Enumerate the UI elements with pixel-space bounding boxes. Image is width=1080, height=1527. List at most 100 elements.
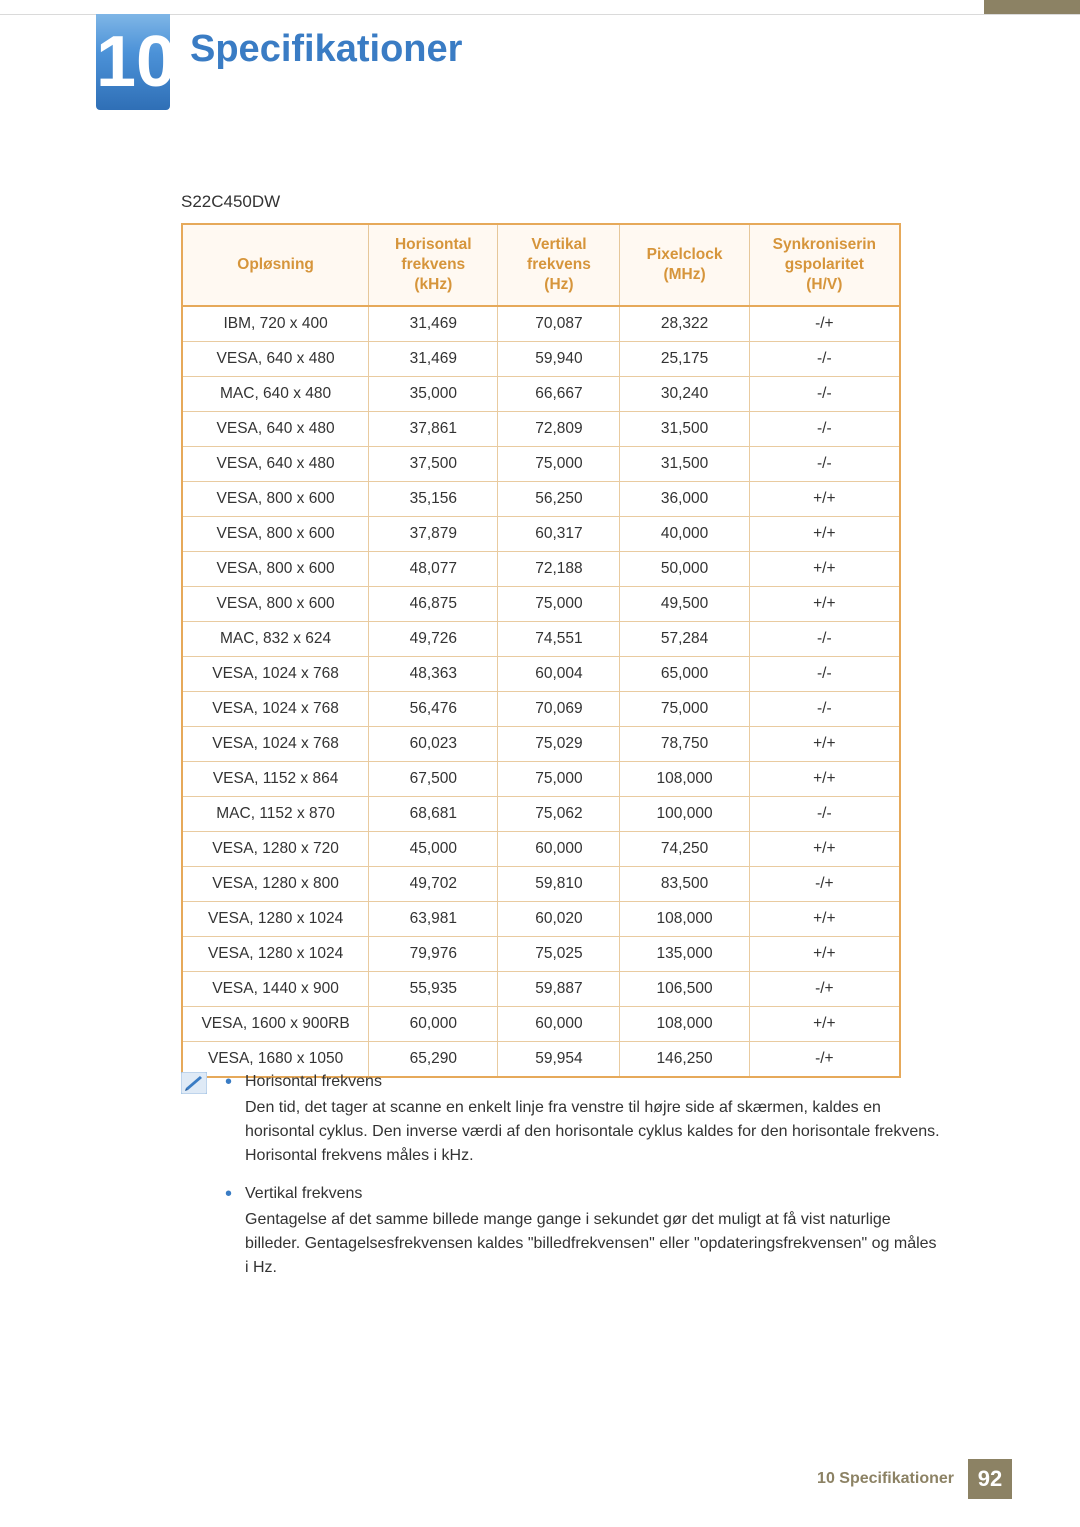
table-row: VESA, 800 x 60046,87575,00049,500+/+: [182, 587, 900, 622]
table-cell: 59,887: [498, 972, 620, 1007]
table-cell: VESA, 1280 x 800: [182, 867, 369, 902]
table-cell: 37,861: [369, 412, 498, 447]
table-cell: 59,810: [498, 867, 620, 902]
table-cell: 74,551: [498, 622, 620, 657]
table-cell: -/-: [749, 377, 900, 412]
table-cell: 68,681: [369, 797, 498, 832]
table-cell: VESA, 1280 x 1024: [182, 937, 369, 972]
notes-list: Horisontal frekvensDen tid, det tager at…: [221, 1070, 941, 1294]
table-cell: 46,875: [369, 587, 498, 622]
table-cell: VESA, 640 x 480: [182, 342, 369, 377]
chapter-number-badge: 10: [96, 14, 170, 110]
table-cell: 72,188: [498, 552, 620, 587]
table-row: MAC, 1152 x 87068,68175,062100,000-/-: [182, 797, 900, 832]
table-row: IBM, 720 x 40031,46970,08728,322-/+: [182, 306, 900, 342]
table-row: VESA, 800 x 60035,15656,25036,000+/+: [182, 482, 900, 517]
column-header: Synkroniseringspolaritet(H/V): [749, 224, 900, 306]
table-cell: 108,000: [620, 762, 749, 797]
table-cell: 70,069: [498, 692, 620, 727]
table-cell: 60,317: [498, 517, 620, 552]
table-cell: VESA, 640 x 480: [182, 412, 369, 447]
table-cell: 35,156: [369, 482, 498, 517]
table-cell: 45,000: [369, 832, 498, 867]
table-cell: 135,000: [620, 937, 749, 972]
table-cell: VESA, 1024 x 768: [182, 657, 369, 692]
table-cell: -/-: [749, 797, 900, 832]
table-cell: 57,284: [620, 622, 749, 657]
table-cell: VESA, 1440 x 900: [182, 972, 369, 1007]
table-cell: -/+: [749, 972, 900, 1007]
table-cell: +/+: [749, 832, 900, 867]
table-row: VESA, 1440 x 90055,93559,887106,500-/+: [182, 972, 900, 1007]
table-cell: 56,476: [369, 692, 498, 727]
table-cell: VESA, 1152 x 864: [182, 762, 369, 797]
table-cell: 60,020: [498, 902, 620, 937]
table-cell: 40,000: [620, 517, 749, 552]
table-cell: 49,702: [369, 867, 498, 902]
table-cell: 75,062: [498, 797, 620, 832]
table-row: VESA, 1024 x 76856,47670,06975,000-/-: [182, 692, 900, 727]
column-header: Opløsning: [182, 224, 369, 306]
table-cell: -/-: [749, 447, 900, 482]
table-cell: 75,000: [498, 762, 620, 797]
spec-table: OpløsningHorisontal frekvens(kHz)Vertika…: [181, 223, 901, 1078]
table-row: VESA, 1280 x 80049,70259,81083,500-/+: [182, 867, 900, 902]
table-cell: 60,000: [498, 1007, 620, 1042]
table-cell: +/+: [749, 517, 900, 552]
header-stripe: [984, 0, 1080, 14]
table-row: VESA, 1024 x 76860,02375,02978,750+/+: [182, 727, 900, 762]
table-cell: 59,940: [498, 342, 620, 377]
table-cell: VESA, 1024 x 768: [182, 692, 369, 727]
table-cell: +/+: [749, 482, 900, 517]
table-cell: MAC, 1152 x 870: [182, 797, 369, 832]
table-cell: 79,976: [369, 937, 498, 972]
table-cell: +/+: [749, 552, 900, 587]
table-cell: 31,500: [620, 412, 749, 447]
table-cell: 36,000: [620, 482, 749, 517]
table-cell: IBM, 720 x 400: [182, 306, 369, 342]
table-row: MAC, 640 x 48035,00066,66730,240-/-: [182, 377, 900, 412]
table-cell: 49,500: [620, 587, 749, 622]
table-row: VESA, 1152 x 86467,50075,000108,000+/+: [182, 762, 900, 797]
note-term: Horisontal frekvens: [245, 1070, 941, 1094]
table-cell: 108,000: [620, 1007, 749, 1042]
table-cell: 25,175: [620, 342, 749, 377]
table-row: VESA, 1600 x 900RB60,00060,000108,000+/+: [182, 1007, 900, 1042]
table-cell: 35,000: [369, 377, 498, 412]
table-cell: 49,726: [369, 622, 498, 657]
table-cell: 28,322: [620, 306, 749, 342]
table-cell: +/+: [749, 762, 900, 797]
column-header: Vertikal frekvens(Hz): [498, 224, 620, 306]
table-cell: VESA, 800 x 600: [182, 587, 369, 622]
table-cell: 78,750: [620, 727, 749, 762]
note-icon: [181, 1072, 207, 1094]
table-cell: 31,500: [620, 447, 749, 482]
chapter-title: Specifikationer: [190, 28, 462, 71]
note-item: Horisontal frekvensDen tid, det tager at…: [221, 1070, 941, 1168]
table-cell: 48,363: [369, 657, 498, 692]
table-row: VESA, 1280 x 72045,00060,00074,250+/+: [182, 832, 900, 867]
column-header: Pixelclock(MHz): [620, 224, 749, 306]
table-cell: 30,240: [620, 377, 749, 412]
page-footer: 10 Specifikationer 92: [817, 1459, 1012, 1499]
table-cell: 66,667: [498, 377, 620, 412]
table-cell: 63,981: [369, 902, 498, 937]
table-row: VESA, 1280 x 102463,98160,020108,000+/+: [182, 902, 900, 937]
table-header-row: OpløsningHorisontal frekvens(kHz)Vertika…: [182, 224, 900, 306]
table-row: VESA, 800 x 60048,07772,18850,000+/+: [182, 552, 900, 587]
note-term: Vertikal frekvens: [245, 1182, 941, 1206]
page: 10 Specifikationer S22C450DW OpløsningHo…: [0, 0, 1080, 1527]
note-item: Vertikal frekvensGentagelse af det samme…: [221, 1182, 941, 1280]
table-cell: 70,087: [498, 306, 620, 342]
table-cell: -/+: [749, 306, 900, 342]
table-cell: -/-: [749, 692, 900, 727]
notes-block: Horisontal frekvensDen tid, det tager at…: [181, 1070, 941, 1294]
table-cell: -/-: [749, 657, 900, 692]
table-cell: +/+: [749, 937, 900, 972]
table-cell: 75,000: [498, 587, 620, 622]
column-header: Horisontal frekvens(kHz): [369, 224, 498, 306]
table-cell: 106,500: [620, 972, 749, 1007]
table-cell: MAC, 640 x 480: [182, 377, 369, 412]
table-cell: 37,500: [369, 447, 498, 482]
table-row: VESA, 800 x 60037,87960,31740,000+/+: [182, 517, 900, 552]
